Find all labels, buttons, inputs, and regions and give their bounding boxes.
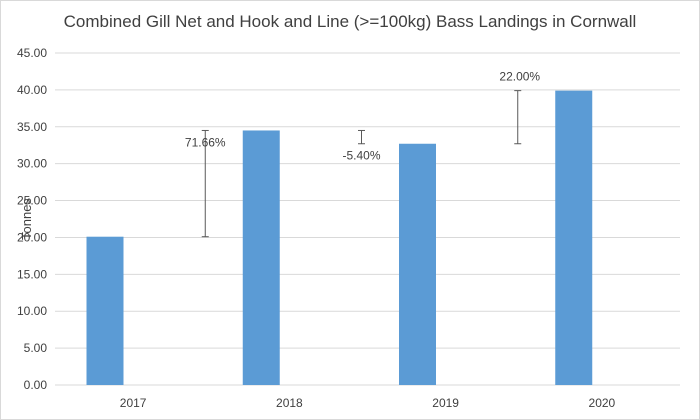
change-percent-label: 71.66% bbox=[185, 135, 226, 149]
x-category-label: 2018 bbox=[276, 396, 303, 410]
change-percent-label: 22.00% bbox=[499, 70, 540, 84]
y-tick-label: 30.00 bbox=[17, 157, 47, 171]
x-category-label: 2019 bbox=[432, 396, 459, 410]
y-tick-label: 0.00 bbox=[24, 378, 48, 392]
y-tick-label: 15.00 bbox=[17, 267, 47, 281]
y-tick-label: 40.00 bbox=[17, 83, 47, 97]
change-whisker bbox=[201, 129, 209, 238]
y-axis-title: Tonnes bbox=[19, 198, 34, 240]
change-whisker bbox=[358, 129, 365, 145]
chart-title: Combined Gill Net and Hook and Line (>=1… bbox=[63, 12, 637, 31]
x-axis-categories: 2017 2018 2019 2020 bbox=[120, 396, 616, 410]
bar-2017 bbox=[86, 236, 124, 385]
change-percent-label: -5.40% bbox=[342, 149, 380, 163]
change-whisker bbox=[514, 90, 522, 145]
y-tick-label: 45.00 bbox=[17, 46, 47, 60]
bar-2019 bbox=[399, 143, 436, 385]
y-tick-label: 35.00 bbox=[17, 120, 47, 134]
bar-2018 bbox=[242, 130, 280, 385]
change-annotations: 71.66% -5.40% 22.00% bbox=[185, 70, 540, 238]
x-category-label: 2017 bbox=[120, 396, 147, 410]
y-axis-ticks: 0.00 5.00 10.00 15.00 20.00 25.00 30.00 35.00 40… bbox=[17, 46, 47, 392]
bar-2020 bbox=[555, 90, 593, 386]
y-tick-label: 10.00 bbox=[17, 304, 47, 318]
bars bbox=[86, 90, 593, 386]
y-tick-label: 25.00 bbox=[17, 194, 47, 208]
x-category-label: 2020 bbox=[589, 396, 616, 410]
y-tick-label: 5.00 bbox=[24, 341, 48, 355]
y-tick-label: 20.00 bbox=[17, 230, 47, 244]
